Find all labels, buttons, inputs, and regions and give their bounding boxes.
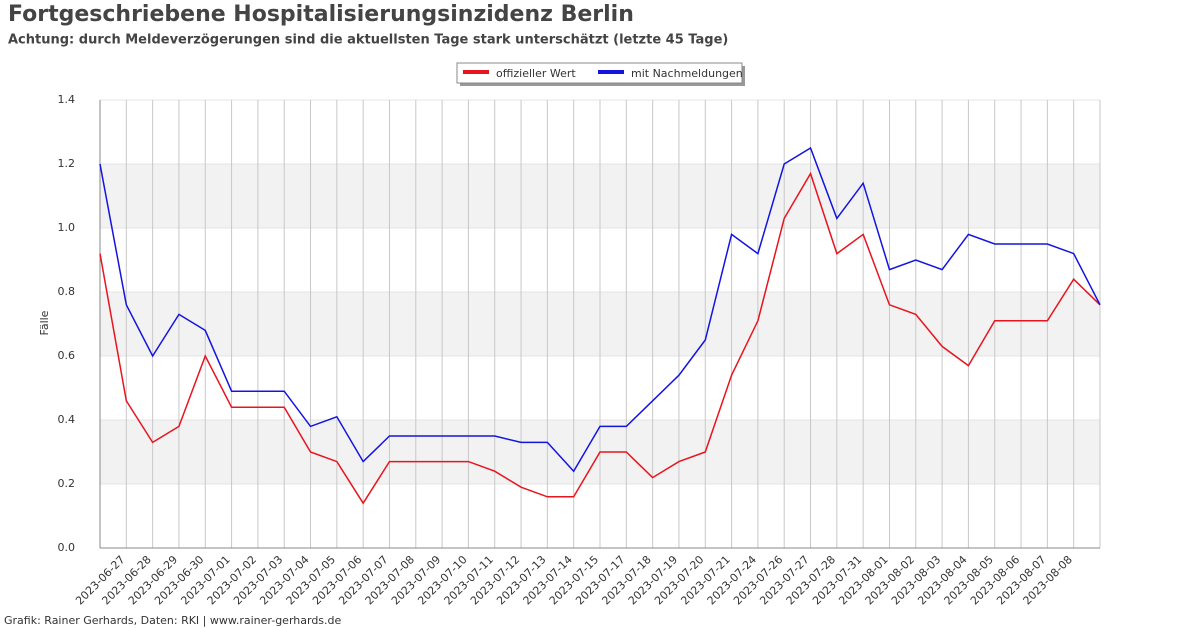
y-tick-label: 0.6 (58, 349, 76, 362)
y-tick-label: 1.2 (58, 157, 76, 170)
y-tick-label: 1.0 (58, 221, 76, 234)
legend-swatch (598, 70, 624, 74)
chart-title: Fortgeschriebene Hospitalisierungsinzide… (8, 2, 634, 27)
line-series (99, 171, 1101, 505)
y-tick-label: 0.2 (58, 477, 76, 490)
y-tick-label: 0.8 (58, 285, 76, 298)
line-series (99, 146, 1101, 473)
footer: Grafik: Rainer Gerhards, Daten: RKI | ww… (4, 614, 342, 627)
y-tick-label: 1.4 (58, 93, 76, 106)
legend-swatch (463, 70, 489, 74)
legend-label: mit Nachmeldungen (631, 67, 743, 80)
chart-subtitle: Achtung: durch Meldeverzögerungen sind d… (8, 33, 728, 48)
y-axis-label: Fälle (38, 310, 51, 335)
y-tick-label: 0.0 (58, 541, 76, 554)
legend-label: offizieller Wert (496, 67, 576, 80)
y-tick-label: 0.4 (58, 413, 76, 426)
